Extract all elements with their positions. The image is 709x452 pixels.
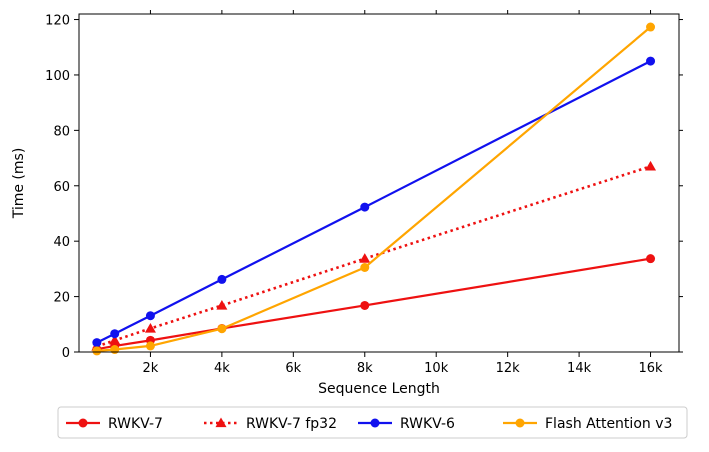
y-tick-label: 80: [53, 124, 70, 139]
data-point: [646, 254, 656, 264]
x-tick-label: 4k: [214, 361, 230, 376]
data-point: [359, 253, 371, 263]
y-axis: 0 20 40 60 80 100 120: [45, 14, 683, 361]
legend-item: Flash Attention v3: [503, 416, 672, 432]
data-point: [144, 322, 156, 333]
x-tick-label: 6k: [285, 361, 301, 376]
data-point: [145, 311, 155, 321]
y-tick-label: 100: [45, 69, 70, 84]
legend-label: Flash Attention v3: [545, 416, 672, 432]
data-point: [645, 160, 657, 171]
data-point: [92, 346, 102, 356]
legend: RWKV-7 RWKV-7 fp32 RWKV-6 Flash Attention v…: [57, 406, 688, 439]
data-point: [360, 202, 370, 212]
data-point: [145, 341, 155, 351]
series-layer: [91, 22, 657, 356]
y-tick-label: 40: [53, 235, 70, 250]
legend-marker: [515, 418, 525, 428]
data-point: [217, 324, 227, 334]
y-tick-label: 120: [45, 14, 70, 29]
y-tick-label: 0: [62, 346, 70, 361]
x-tick-label: 8k: [357, 361, 373, 376]
data-point: [646, 56, 656, 66]
plot-frame: [78, 13, 680, 353]
y-tick-label: 20: [53, 291, 70, 306]
x-tick-label: 12k: [496, 361, 521, 376]
series-line: [96, 165, 651, 348]
legend-label: RWKV-6: [400, 416, 455, 432]
data-point: [216, 299, 228, 310]
x-tick-label: 14k: [567, 361, 592, 376]
x-tick-label: 10k: [424, 361, 449, 376]
legend-label: RWKV-7: [108, 416, 163, 432]
y-axis-label: Time (ms): [11, 148, 27, 220]
legend-item: RWKV-6: [358, 416, 455, 432]
legend-item: RWKV-7: [66, 416, 163, 432]
data-point: [360, 300, 370, 310]
data-point: [110, 329, 120, 339]
legend-marker: [215, 417, 227, 428]
plot-area: [79, 14, 679, 352]
data-point: [217, 274, 227, 284]
x-tick-label: 16k: [638, 361, 663, 376]
y-tick-label: 60: [53, 180, 70, 195]
data-point: [92, 338, 102, 348]
x-axis-label: Sequence Length: [318, 381, 440, 397]
series-rwkv-6: [92, 56, 656, 348]
x-axis: 2k 4k 6k 8k 10k 12k 14k 16k: [143, 10, 663, 376]
series-flash-attention-v3: [92, 22, 656, 356]
legend-item: RWKV-7 fp32: [204, 416, 337, 432]
legend-marker: [78, 418, 88, 428]
data-point: [646, 22, 656, 32]
x-tick-label: 2k: [143, 361, 159, 376]
series-rwkv-7-fp32: [91, 160, 657, 351]
data-point: [360, 263, 370, 272]
legend-label: RWKV-7 fp32: [246, 416, 337, 432]
legend-marker: [370, 418, 380, 428]
data-point: [109, 334, 121, 345]
data-point: [110, 345, 120, 355]
